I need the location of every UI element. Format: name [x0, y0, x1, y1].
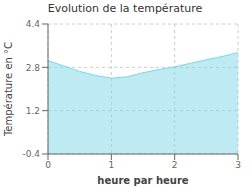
svg-text:4.4: 4.4	[26, 19, 41, 29]
svg-text:heure par heure: heure par heure	[97, 175, 188, 186]
svg-text:2: 2	[172, 160, 178, 170]
svg-text:2.8: 2.8	[26, 63, 41, 73]
svg-text:3: 3	[235, 160, 241, 170]
html-text:Evolution de la température: Evolution de la température	[47, 2, 203, 15]
svg-text:Température en °C: Température en °C	[8, 42, 14, 137]
svg-text:-0.4: -0.4	[22, 149, 40, 159]
svg-text:1: 1	[108, 160, 114, 170]
svg-text:1.2: 1.2	[26, 106, 40, 116]
svg-text:0: 0	[45, 160, 51, 170]
